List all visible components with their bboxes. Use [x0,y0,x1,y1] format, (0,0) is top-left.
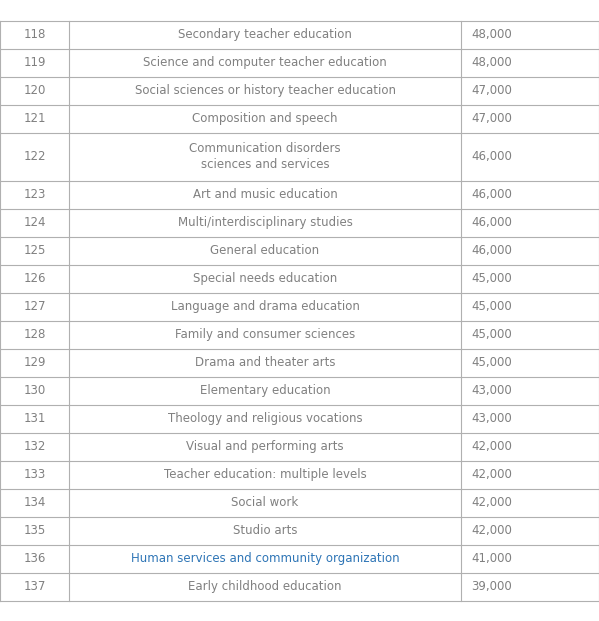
Text: Theology and religious vocations: Theology and religious vocations [168,412,362,425]
Text: Multi/interdisciplinary studies: Multi/interdisciplinary studies [178,216,352,229]
Text: 136: 136 [23,552,46,565]
Text: 132: 132 [23,440,46,453]
Text: Communication disorders
sciences and services: Communication disorders sciences and ser… [189,142,341,171]
Text: 127: 127 [23,300,46,313]
Text: 137: 137 [23,580,46,593]
Text: Elementary education: Elementary education [199,384,331,397]
Text: 123: 123 [23,188,46,201]
Text: 45,000: 45,000 [471,328,512,341]
Text: Human services and community organization: Human services and community organizatio… [131,552,400,565]
Text: Science and computer teacher education: Science and computer teacher education [143,56,387,69]
Text: 42,000: 42,000 [471,524,512,537]
Text: Language and drama education: Language and drama education [171,300,359,313]
Text: 130: 130 [23,384,46,397]
Text: 133: 133 [23,468,46,481]
Text: Composition and speech: Composition and speech [192,112,338,125]
Text: 45,000: 45,000 [471,300,512,313]
Text: Early childhood education: Early childhood education [188,580,342,593]
Text: Studio arts: Studio arts [233,524,297,537]
Text: 135: 135 [23,524,46,537]
Text: 39,000: 39,000 [471,580,512,593]
Text: 119: 119 [23,56,46,69]
Text: 42,000: 42,000 [471,496,512,509]
Text: 125: 125 [23,244,46,257]
Text: 43,000: 43,000 [471,384,512,397]
Text: 45,000: 45,000 [471,272,512,285]
Text: 46,000: 46,000 [471,216,512,229]
Text: 46,000: 46,000 [471,188,512,201]
Text: Art and music education: Art and music education [193,188,337,201]
Text: Special needs education: Special needs education [193,272,337,285]
Text: 129: 129 [23,356,46,369]
Text: 47,000: 47,000 [471,84,512,97]
Text: 118: 118 [23,28,46,41]
Text: 45,000: 45,000 [471,356,512,369]
Text: 43,000: 43,000 [471,412,512,425]
Text: 42,000: 42,000 [471,440,512,453]
Text: 131: 131 [23,412,46,425]
Text: Family and consumer sciences: Family and consumer sciences [175,328,355,341]
Text: 48,000: 48,000 [471,28,512,41]
Text: 41,000: 41,000 [471,552,512,565]
Text: Teacher education: multiple levels: Teacher education: multiple levels [164,468,367,481]
Text: 122: 122 [23,150,46,163]
Text: 128: 128 [23,328,46,341]
Text: General education: General education [210,244,320,257]
Text: Drama and theater arts: Drama and theater arts [195,356,335,369]
Text: 42,000: 42,000 [471,468,512,481]
Text: Social work: Social work [231,496,299,509]
Text: Secondary teacher education: Secondary teacher education [178,28,352,41]
Text: 124: 124 [23,216,46,229]
Text: 48,000: 48,000 [471,56,512,69]
Text: 134: 134 [23,496,46,509]
Text: 46,000: 46,000 [471,244,512,257]
Text: Visual and performing arts: Visual and performing arts [186,440,344,453]
Text: 46,000: 46,000 [471,150,512,163]
Text: 126: 126 [23,272,46,285]
Text: 120: 120 [23,84,46,97]
Text: 121: 121 [23,112,46,125]
Text: Social sciences or history teacher education: Social sciences or history teacher educa… [135,84,395,97]
Text: 47,000: 47,000 [471,112,512,125]
